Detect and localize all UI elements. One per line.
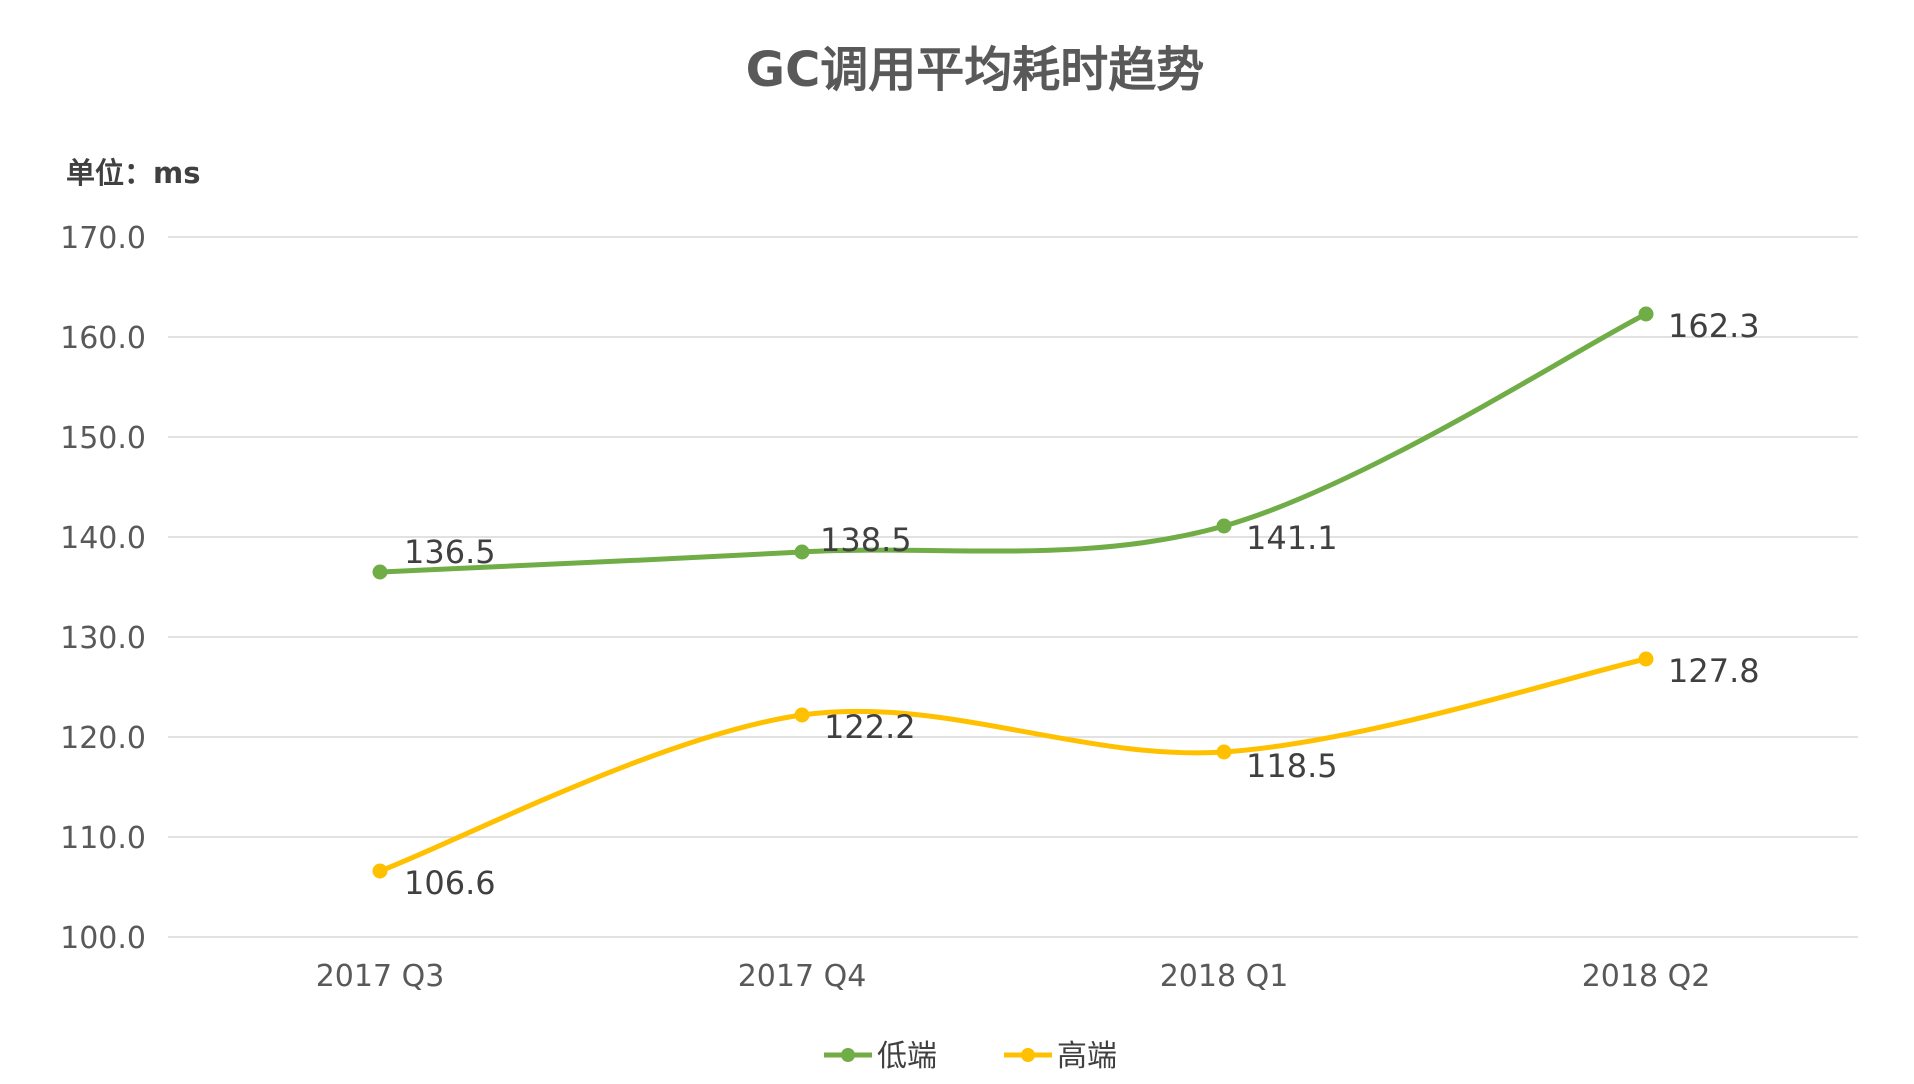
- data-label: 122.2: [824, 708, 916, 746]
- x-tick-label: 2017 Q3: [316, 959, 445, 994]
- legend: 低端 高端: [824, 1039, 1117, 1074]
- x-tick-label: 2018 Q2: [1582, 959, 1711, 994]
- y-axis-ticks: 170.0 160.0 150.0 140.0 130.0 120.0 110.0 100.0: [60, 221, 146, 956]
- data-point: [794, 544, 810, 560]
- data-point: [372, 863, 388, 879]
- data-label: 136.5: [404, 533, 496, 571]
- data-point: [1638, 651, 1654, 667]
- y-tick-label: 120.0: [60, 721, 146, 756]
- data-labels: 136.5 138.5 141.1 162.3 106.6 122.2 118.5 127.8: [404, 307, 1760, 902]
- y-tick-label: 170.0: [60, 221, 146, 256]
- legend-label: 低端: [877, 1039, 937, 1074]
- data-point: [1638, 306, 1654, 322]
- series-line: [377, 311, 1649, 575]
- data-point: [1216, 518, 1232, 534]
- data-label: 162.3: [1668, 307, 1760, 345]
- data-label: 118.5: [1246, 747, 1338, 785]
- y-tick-label: 150.0: [60, 421, 146, 456]
- series-line: [377, 656, 1649, 874]
- series-layer: [372, 306, 1654, 879]
- y-tick-label: 140.0: [60, 521, 146, 556]
- chart-title: GC调用平均耗时趋势: [746, 42, 1205, 98]
- data-point: [1216, 744, 1232, 760]
- data-label: 106.6: [404, 864, 496, 902]
- x-axis-ticks: 2017 Q3 2017 Q4 2018 Q1 2018 Q2: [316, 959, 1711, 994]
- data-point: [794, 707, 810, 723]
- legend-label: 高端: [1057, 1039, 1117, 1074]
- gridlines: [168, 236, 1858, 938]
- legend-marker: [841, 1048, 855, 1062]
- data-label: 141.1: [1246, 519, 1338, 557]
- y-tick-label: 100.0: [60, 921, 146, 956]
- data-label: 138.5: [820, 521, 912, 559]
- y-tick-label: 110.0: [60, 821, 146, 856]
- data-point: [372, 564, 388, 580]
- x-tick-label: 2017 Q4: [738, 959, 867, 994]
- data-label: 127.8: [1668, 652, 1760, 690]
- x-tick-label: 2018 Q1: [1160, 959, 1289, 994]
- legend-marker: [1021, 1048, 1035, 1062]
- unit-label: 单位：ms: [66, 156, 200, 190]
- y-tick-label: 130.0: [60, 621, 146, 656]
- y-tick-label: 160.0: [60, 321, 146, 356]
